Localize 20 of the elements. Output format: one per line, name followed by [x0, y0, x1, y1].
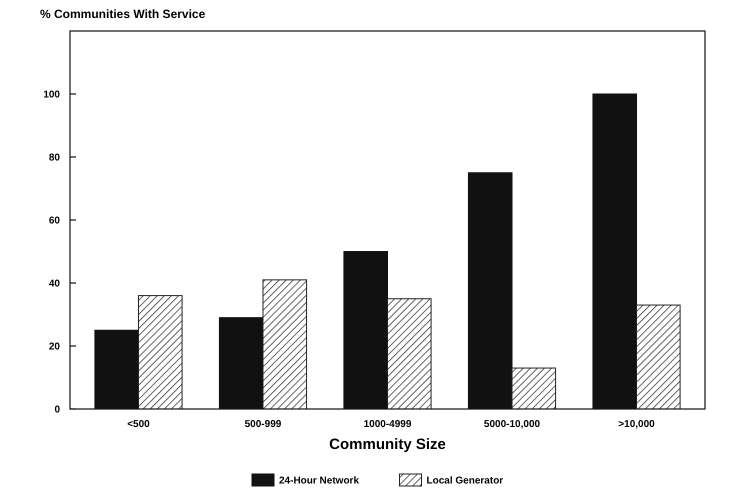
y-tick-label: 80 — [48, 152, 60, 164]
y-tick-label: 100 — [43, 90, 60, 100]
bar — [262, 279, 308, 410]
bar — [138, 295, 183, 410]
chart-title: % Communities With Service — [40, 7, 206, 21]
x-tick-label: 500-999 — [244, 419, 282, 430]
legend-label: Local Generator — [426, 476, 504, 486]
bar — [636, 304, 681, 410]
x-tick-label: 1000-4999 — [364, 419, 412, 430]
x-tick-label: <500 — [127, 419, 150, 430]
y-tick-label: 0 — [54, 404, 60, 416]
bar — [387, 298, 432, 410]
x-axis-title: Community Size — [329, 436, 446, 453]
x-tick-label: 5000-10,000 — [484, 419, 541, 430]
y-tick-label: 20 — [48, 342, 60, 352]
y-tick-label: 60 — [48, 216, 60, 226]
x-tick-label: >10,000 — [618, 419, 656, 430]
bar — [512, 368, 556, 410]
legend-label: 24-Hour Network — [279, 476, 360, 486]
y-tick-label: 40 — [48, 278, 60, 290]
